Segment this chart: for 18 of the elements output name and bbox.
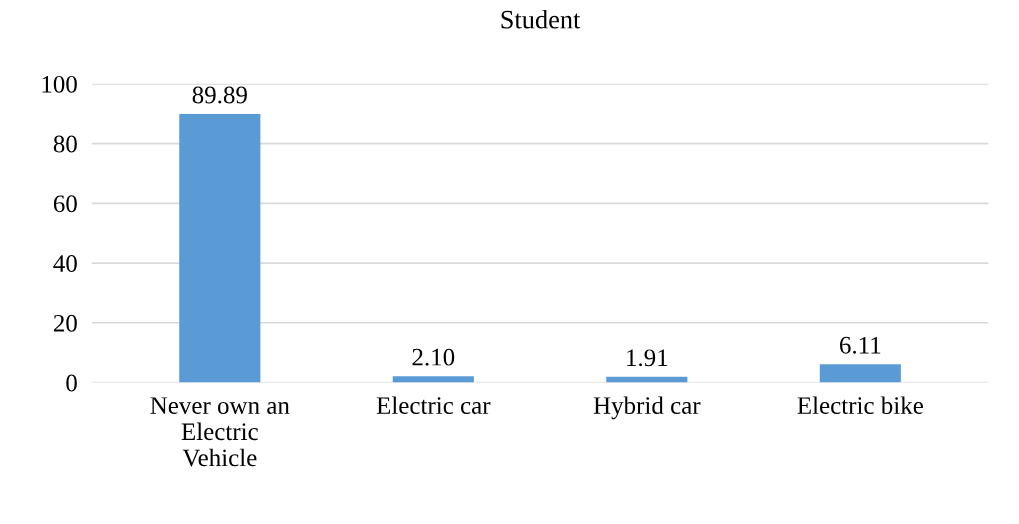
bar — [392, 376, 474, 383]
y-tick-label: 80 — [53, 135, 77, 153]
y-tick-label: 0 — [66, 374, 77, 392]
bar — [179, 114, 261, 383]
data-label: 6.11 — [840, 336, 881, 354]
data-label: 1.91 — [627, 349, 668, 367]
x-tick-label: Electric car — [376, 396, 491, 414]
data-label: 89.89 — [192, 86, 247, 104]
chart-title: Student — [501, 9, 581, 29]
bar — [819, 364, 901, 383]
x-tick-label: Hybrid car — [593, 396, 701, 420]
x-tick-label: Never own an Electric Vehicle — [150, 397, 290, 467]
y-tick-label: 100 — [42, 75, 77, 93]
y-tick-label: 60 — [53, 195, 77, 213]
data-label: 2.10 — [412, 348, 455, 366]
y-tick-label: 40 — [53, 255, 77, 272]
x-tick-label: Electric bike — [797, 396, 923, 414]
y-tick-label: 20 — [53, 314, 77, 332]
